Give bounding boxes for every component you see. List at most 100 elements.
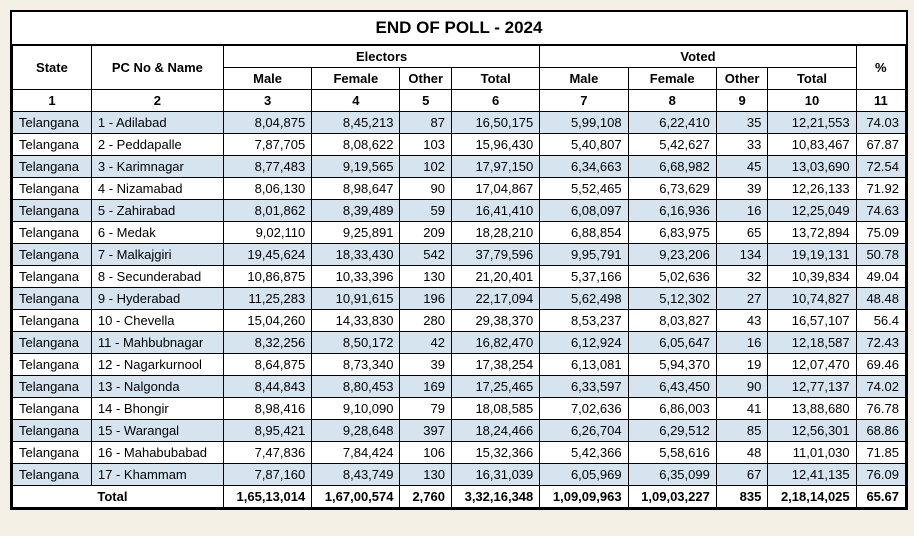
total-eo: 2,760	[400, 486, 452, 508]
coln-1: 1	[13, 90, 92, 112]
cell-pct: 74.03	[856, 112, 905, 134]
cell-state: Telangana	[13, 288, 92, 310]
table-row: Telangana15 - Warangal8,95,4219,28,64839…	[13, 420, 906, 442]
cell-ef: 18,33,430	[312, 244, 400, 266]
cell-et: 22,17,094	[452, 288, 540, 310]
poll-table-container: END OF POLL - 2024 State PC No & Name El…	[10, 10, 908, 510]
cell-pct: 71.92	[856, 178, 905, 200]
table-row: Telangana2 - Peddapalle7,87,7058,08,6221…	[13, 134, 906, 156]
cell-vm: 6,26,704	[540, 420, 628, 442]
total-ef: 1,67,00,574	[312, 486, 400, 508]
cell-em: 8,01,862	[223, 200, 311, 222]
cell-em: 7,87,705	[223, 134, 311, 156]
table-row: Telangana16 - Mahabubabad7,47,8367,84,42…	[13, 442, 906, 464]
cell-pct: 76.09	[856, 464, 905, 486]
col-ef: Female	[312, 68, 400, 90]
cell-vf: 6,83,975	[628, 222, 716, 244]
cell-vf: 5,12,302	[628, 288, 716, 310]
cell-vf: 5,58,616	[628, 442, 716, 464]
cell-vt: 12,07,470	[768, 354, 856, 376]
table-row: Telangana8 - Secunderabad10,86,87510,33,…	[13, 266, 906, 288]
cell-state: Telangana	[13, 442, 92, 464]
cell-em: 7,47,836	[223, 442, 311, 464]
cell-eo: 42	[400, 332, 452, 354]
cell-vm: 5,42,366	[540, 442, 628, 464]
cell-pc: 9 - Hyderabad	[91, 288, 223, 310]
cell-vf: 6,86,003	[628, 398, 716, 420]
cell-ef: 9,19,565	[312, 156, 400, 178]
cell-pc: 7 - Malkajgiri	[91, 244, 223, 266]
cell-vm: 6,33,597	[540, 376, 628, 398]
cell-vf: 6,29,512	[628, 420, 716, 442]
cell-eo: 39	[400, 354, 452, 376]
cell-vf: 6,16,936	[628, 200, 716, 222]
cell-state: Telangana	[13, 464, 92, 486]
cell-state: Telangana	[13, 266, 92, 288]
coln-5: 5	[400, 90, 452, 112]
cell-vm: 6,13,081	[540, 354, 628, 376]
table-row: Telangana4 - Nizamabad8,06,1308,98,64790…	[13, 178, 906, 200]
cell-vm: 6,34,663	[540, 156, 628, 178]
cell-et: 16,41,410	[452, 200, 540, 222]
col-state: State	[13, 46, 92, 90]
cell-em: 8,06,130	[223, 178, 311, 200]
total-row: Total1,65,13,0141,67,00,5742,7603,32,16,…	[13, 486, 906, 508]
cell-state: Telangana	[13, 178, 92, 200]
table-row: Telangana1 - Adilabad8,04,8758,45,213871…	[13, 112, 906, 134]
cell-vm: 6,08,097	[540, 200, 628, 222]
cell-ef: 8,80,453	[312, 376, 400, 398]
cell-pc: 16 - Mahabubabad	[91, 442, 223, 464]
cell-state: Telangana	[13, 398, 92, 420]
cell-em: 10,86,875	[223, 266, 311, 288]
page-title: END OF POLL - 2024	[12, 12, 906, 45]
col-pc: PC No & Name	[91, 46, 223, 90]
coln-2: 2	[91, 90, 223, 112]
cell-state: Telangana	[13, 420, 92, 442]
cell-vt: 12,26,133	[768, 178, 856, 200]
cell-vo: 33	[716, 134, 768, 156]
cell-state: Telangana	[13, 376, 92, 398]
cell-pc: 2 - Peddapalle	[91, 134, 223, 156]
cell-eo: 79	[400, 398, 452, 420]
cell-em: 19,45,624	[223, 244, 311, 266]
table-row: Telangana5 - Zahirabad8,01,8628,39,48959…	[13, 200, 906, 222]
cell-ef: 10,91,615	[312, 288, 400, 310]
coln-6: 6	[452, 90, 540, 112]
cell-vt: 12,77,137	[768, 376, 856, 398]
cell-state: Telangana	[13, 332, 92, 354]
coln-11: 11	[856, 90, 905, 112]
total-vt: 2,18,14,025	[768, 486, 856, 508]
cell-vo: 134	[716, 244, 768, 266]
cell-vo: 41	[716, 398, 768, 420]
cell-state: Telangana	[13, 134, 92, 156]
cell-eo: 209	[400, 222, 452, 244]
col-vm: Male	[540, 68, 628, 90]
cell-et: 15,32,366	[452, 442, 540, 464]
cell-pct: 74.63	[856, 200, 905, 222]
cell-et: 29,38,370	[452, 310, 540, 332]
table-row: Telangana13 - Nalgonda8,44,8438,80,45316…	[13, 376, 906, 398]
cell-vt: 10,39,834	[768, 266, 856, 288]
col-vt: Total	[768, 68, 856, 90]
cell-vf: 6,68,982	[628, 156, 716, 178]
cell-eo: 90	[400, 178, 452, 200]
cell-vf: 5,42,627	[628, 134, 716, 156]
cell-vt: 13,88,680	[768, 398, 856, 420]
col-eo: Other	[400, 68, 452, 90]
cell-vm: 8,53,237	[540, 310, 628, 332]
cell-pc: 11 - Mahbubnagar	[91, 332, 223, 354]
cell-ef: 8,45,213	[312, 112, 400, 134]
cell-pct: 56.4	[856, 310, 905, 332]
cell-vm: 5,62,498	[540, 288, 628, 310]
cell-vf: 6,05,647	[628, 332, 716, 354]
cell-eo: 130	[400, 464, 452, 486]
cell-vo: 48	[716, 442, 768, 464]
cell-em: 8,44,843	[223, 376, 311, 398]
cell-vt: 16,57,107	[768, 310, 856, 332]
cell-pct: 72.54	[856, 156, 905, 178]
cell-pct: 75.09	[856, 222, 905, 244]
cell-vo: 16	[716, 200, 768, 222]
cell-vf: 9,23,206	[628, 244, 716, 266]
cell-eo: 196	[400, 288, 452, 310]
cell-vo: 43	[716, 310, 768, 332]
